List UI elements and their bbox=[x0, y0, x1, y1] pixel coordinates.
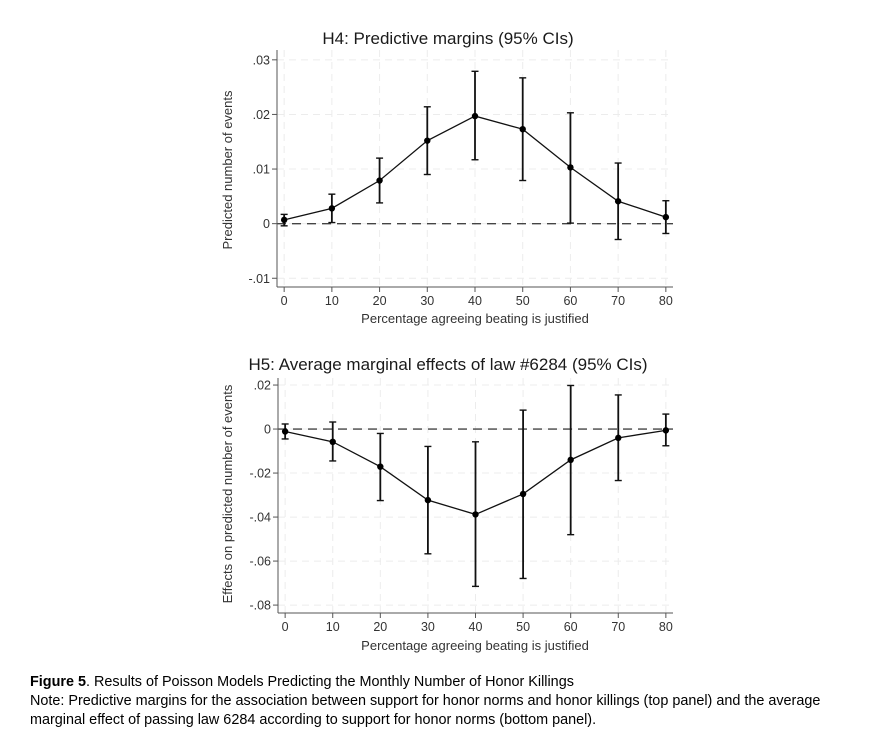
data-points bbox=[280, 112, 670, 224]
data-point bbox=[329, 438, 336, 446]
data-point bbox=[472, 511, 479, 518]
x-tick-label: 0 bbox=[282, 620, 289, 634]
y-tick-label: .03 bbox=[253, 53, 270, 67]
data-point bbox=[662, 213, 670, 221]
x-tick-label: 30 bbox=[420, 294, 434, 308]
y-axis-ticks: -.01 0 .01 .02 .03 bbox=[248, 53, 277, 286]
figure: H4: Predictive margins (95% CIs) -.01 0 .0… bbox=[220, 29, 673, 653]
data-point bbox=[376, 177, 383, 184]
data-point bbox=[280, 216, 288, 224]
data-point bbox=[567, 456, 574, 464]
x-tick-label: 80 bbox=[659, 294, 673, 308]
y-tick-label: -.06 bbox=[249, 555, 271, 569]
figure-caption: Figure 5. Results of Poisson Models Pred… bbox=[30, 673, 875, 730]
figure-title: . Results of Poisson Models Predicting t… bbox=[85, 674, 574, 690]
x-tick-label: 70 bbox=[611, 620, 625, 634]
x-tick-label: 60 bbox=[563, 294, 577, 308]
y-tick-label: .02 bbox=[254, 379, 271, 393]
x-tick-label: 80 bbox=[659, 620, 673, 634]
y-tick-label: 0 bbox=[263, 217, 270, 231]
caption-title: Figure 5. Results of Poisson Models Pred… bbox=[30, 673, 875, 692]
chart-title: H4: Predictive margins (95% CIs) bbox=[322, 29, 573, 48]
x-tick-label: 10 bbox=[325, 294, 339, 308]
top-panel-predictive-margins: H4: Predictive margins (95% CIs) -.01 0 .0… bbox=[220, 29, 673, 326]
y-tick-label: -.08 bbox=[249, 599, 271, 613]
x-axis-ticks: 0 10 20 30 40 50 60 70 80 bbox=[281, 287, 673, 308]
data-point bbox=[615, 434, 622, 442]
data-points bbox=[281, 427, 670, 518]
data-point bbox=[328, 205, 336, 212]
x-axis-label: Percentage agreeing beating is justified bbox=[361, 311, 589, 326]
x-tick-label: 0 bbox=[281, 294, 288, 308]
y-tick-label: .02 bbox=[253, 108, 270, 122]
data-point bbox=[424, 496, 432, 504]
data-point bbox=[614, 198, 622, 205]
y-axis-ticks: -.08 -.06 -.04 -.02 0 .02 bbox=[249, 379, 278, 613]
confidence-intervals bbox=[280, 70, 670, 241]
data-point bbox=[377, 463, 384, 470]
data-point bbox=[519, 490, 527, 498]
x-tick-label: 60 bbox=[564, 620, 578, 634]
x-axis-label: Percentage agreeing beating is justified bbox=[361, 638, 589, 653]
y-tick-label: -.04 bbox=[249, 511, 271, 525]
y-tick-label: .01 bbox=[253, 163, 270, 177]
x-tick-label: 40 bbox=[469, 620, 483, 634]
x-tick-label: 20 bbox=[373, 620, 387, 634]
y-tick-label: -.01 bbox=[248, 272, 270, 286]
data-point bbox=[471, 112, 479, 120]
y-tick-label: -.02 bbox=[249, 467, 271, 481]
data-point bbox=[662, 427, 670, 434]
chart-title: H5: Average marginal effects of law #628… bbox=[248, 355, 647, 374]
y-axis-label: Effects on predicted number of events bbox=[220, 384, 235, 603]
data-point bbox=[567, 164, 574, 171]
x-tick-label: 30 bbox=[421, 620, 435, 634]
data-point bbox=[281, 428, 289, 435]
figure-label: Figure 5 bbox=[30, 674, 86, 690]
data-point bbox=[424, 137, 431, 144]
x-tick-label: 40 bbox=[468, 294, 482, 308]
data-point bbox=[519, 125, 526, 133]
y-tick-label: 0 bbox=[264, 423, 271, 437]
bottom-panel-marginal-effects: H5: Average marginal effects of law #628… bbox=[220, 355, 673, 653]
x-axis-ticks: 0 10 20 30 40 50 60 70 80 bbox=[282, 613, 673, 634]
x-tick-label: 70 bbox=[611, 294, 625, 308]
caption-note: Note: Predictive margins for the associa… bbox=[30, 693, 821, 728]
x-tick-label: 50 bbox=[516, 294, 530, 308]
x-tick-label: 50 bbox=[516, 620, 530, 634]
x-tick-label: 10 bbox=[326, 620, 340, 634]
x-tick-label: 20 bbox=[373, 294, 387, 308]
y-axis-label: Predicted number of events bbox=[220, 90, 235, 249]
